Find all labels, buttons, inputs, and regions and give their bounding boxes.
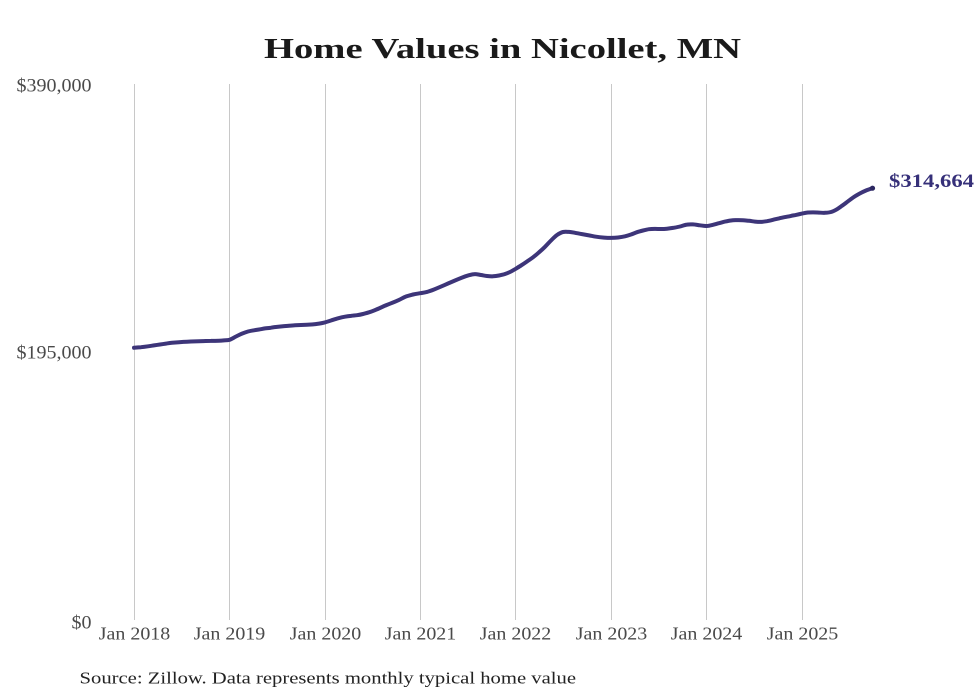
svg-text:Jan 2019: Jan 2019 [194, 624, 266, 644]
svg-text:Jan 2025: Jan 2025 [767, 624, 839, 644]
svg-text:Home Values in Nicollet, MN: Home Values in Nicollet, MN [264, 34, 741, 65]
svg-text:$0: $0 [72, 613, 92, 634]
svg-text:Jan 2021: Jan 2021 [385, 624, 457, 644]
svg-text:Jan 2024: Jan 2024 [671, 624, 743, 644]
svg-text:Jan 2018: Jan 2018 [99, 624, 171, 644]
svg-text:Jan 2020: Jan 2020 [290, 624, 362, 644]
svg-text:Jan 2023: Jan 2023 [576, 624, 648, 644]
svg-text:Jan 2022: Jan 2022 [480, 624, 552, 644]
svg-text:Source: Zillow. Data represent: Source: Zillow. Data represents monthly … [80, 669, 577, 688]
svg-text:$195,000: $195,000 [17, 343, 92, 364]
svg-text:$314,664: $314,664 [889, 171, 975, 192]
svg-text:$390,000: $390,000 [17, 75, 92, 96]
